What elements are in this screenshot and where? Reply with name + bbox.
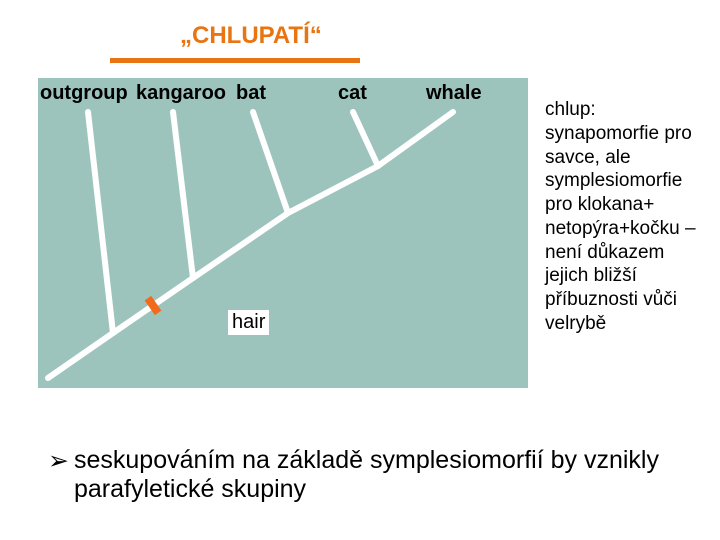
conclusion-text: seskupováním na základě symplesiomorfií …: [74, 446, 684, 504]
taxon-label-whale: whale: [426, 82, 482, 105]
cladogram: outgroup kangaroo bat cat whale hair: [38, 78, 528, 388]
taxon-label-kangaroo: kangaroo: [136, 82, 226, 105]
diagram-title: „CHLUPATÍ“: [180, 22, 322, 50]
taxon-label-cat: cat: [338, 82, 367, 105]
bullet-icon: ➢: [48, 446, 69, 476]
hair-label: hair: [228, 310, 269, 335]
title-underline: [110, 58, 360, 63]
annotation-text: chlup: synapomorfie pro savce, ale sympl…: [545, 98, 705, 336]
taxon-label-bat: bat: [236, 82, 266, 105]
cladogram-svg: [38, 78, 528, 388]
taxon-label-outgroup: outgroup: [40, 82, 128, 105]
